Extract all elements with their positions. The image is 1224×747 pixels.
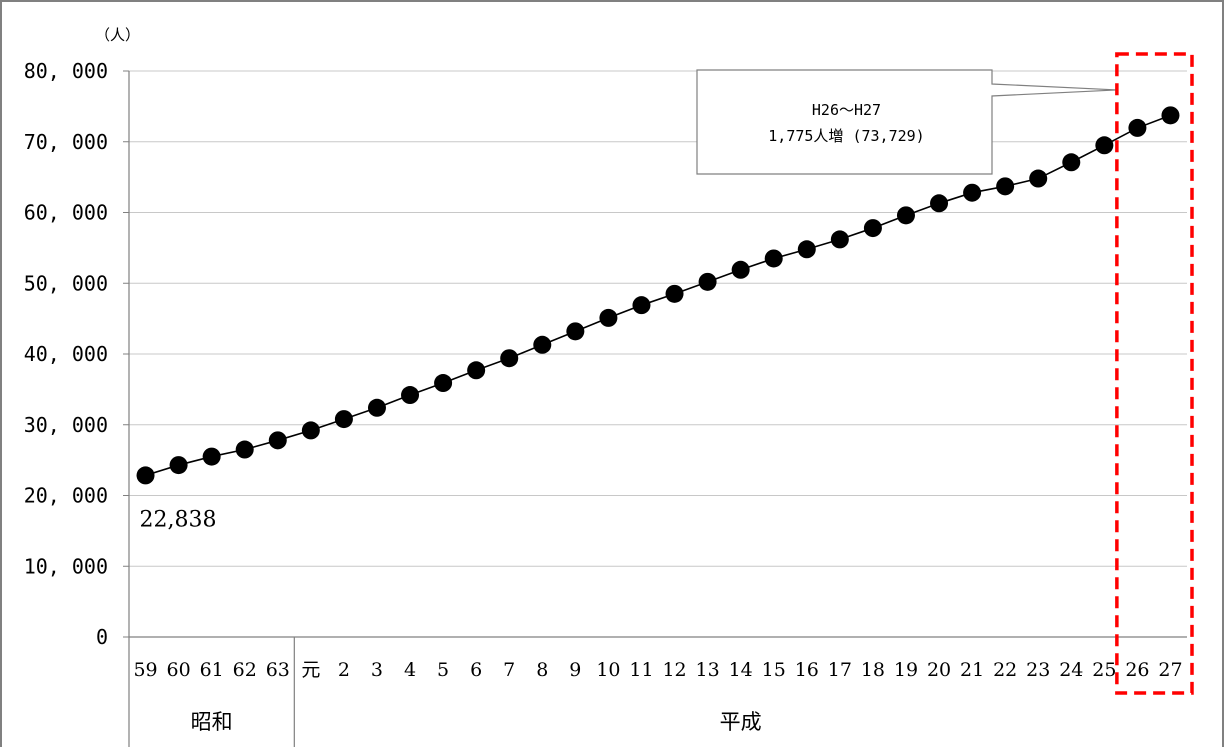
data-point: [1128, 118, 1147, 137]
data-point: [334, 410, 353, 429]
data-point: [665, 284, 684, 303]
data-point: [1062, 153, 1081, 172]
data-point: [731, 260, 750, 279]
data-point: [996, 177, 1015, 196]
data-point: [136, 466, 155, 485]
data-point: [169, 456, 188, 475]
data-point: [500, 349, 519, 368]
x-tick-label: 13: [696, 659, 720, 681]
y-tick-label: 30, 000: [24, 413, 108, 437]
data-point: [566, 322, 585, 341]
era-label: 昭和: [191, 710, 233, 734]
data-point: [896, 206, 915, 225]
x-tick-label: 59: [133, 659, 157, 681]
y-tick-label: 50, 000: [24, 271, 108, 295]
x-tick-label: 9: [569, 659, 581, 681]
x-tick-label: 14: [729, 659, 753, 681]
x-tick-label: 3: [371, 659, 383, 681]
x-tick-label: 60: [167, 659, 191, 681]
data-point: [1029, 169, 1048, 188]
x-tick-label: 26: [1125, 659, 1149, 681]
x-tick-label: 4: [404, 659, 416, 681]
x-tick-label: 27: [1158, 659, 1182, 681]
x-tick-label: 15: [762, 659, 786, 681]
y-tick-label: 10, 000: [24, 554, 108, 578]
x-tick-label: 12: [662, 659, 686, 681]
y-tick-label: 20, 000: [24, 484, 108, 508]
x-tick-label: 10: [596, 659, 620, 681]
y-tick-label: 70, 000: [24, 130, 108, 154]
x-tick-label: 61: [200, 659, 224, 681]
x-tick-label: 23: [1026, 659, 1050, 681]
data-point: [930, 194, 949, 213]
series-line: [145, 114, 1171, 477]
data-point: [963, 183, 982, 202]
callout-line-1: H26～H27: [812, 101, 881, 119]
x-tick-label: 16: [795, 659, 819, 681]
data-point: [401, 386, 420, 405]
x-tick-label: 6: [470, 659, 482, 681]
data-point: [367, 398, 386, 417]
data-point: [632, 296, 651, 315]
data-point: [863, 219, 882, 238]
y-tick-label: 60, 000: [24, 201, 108, 225]
x-tick-label: 19: [894, 659, 918, 681]
data-point: [301, 421, 320, 440]
era-label: 平成: [720, 710, 762, 734]
data-point: [434, 374, 453, 393]
data-point: [698, 272, 717, 291]
callout-box: [696, 69, 1118, 175]
data-point: [764, 249, 783, 268]
x-tick-label: 8: [536, 659, 548, 681]
callout-line-2: 1,775人増 (73,729): [768, 127, 924, 145]
data-point: [202, 447, 221, 466]
data-point: [797, 240, 816, 259]
x-tick-label: 24: [1059, 659, 1083, 681]
x-tick-label: 17: [828, 659, 852, 681]
data-point: [235, 440, 254, 459]
data-point: [1095, 136, 1114, 155]
x-tick-label: 11: [629, 659, 653, 681]
x-tick-label: 18: [861, 659, 885, 681]
y-tick-label: 40, 000: [24, 342, 108, 366]
x-tick-label: 20: [927, 659, 951, 681]
x-tick-label: 7: [503, 659, 515, 681]
data-point: [467, 361, 486, 380]
x-tick-label: 元: [301, 659, 320, 681]
x-tick-label: 25: [1092, 659, 1116, 681]
x-tick-label: 22: [993, 659, 1017, 681]
x-tick-label: 21: [960, 659, 984, 681]
x-tick-label: 62: [233, 659, 257, 681]
data-point: [599, 308, 618, 327]
y-tick-label: 0: [96, 625, 108, 649]
y-tick-label: 80, 000: [24, 59, 108, 83]
highlight-box: [1115, 52, 1194, 695]
data-point: [1161, 106, 1180, 125]
data-label-first: 22,838: [140, 507, 217, 532]
x-tick-label: 63: [266, 659, 290, 681]
y-axis-unit: （人）: [95, 26, 140, 44]
data-point: [533, 335, 552, 354]
data-point: [830, 230, 849, 249]
x-tick-label: 2: [338, 659, 350, 681]
data-point: [268, 431, 287, 450]
x-tick-label: 5: [437, 659, 449, 681]
